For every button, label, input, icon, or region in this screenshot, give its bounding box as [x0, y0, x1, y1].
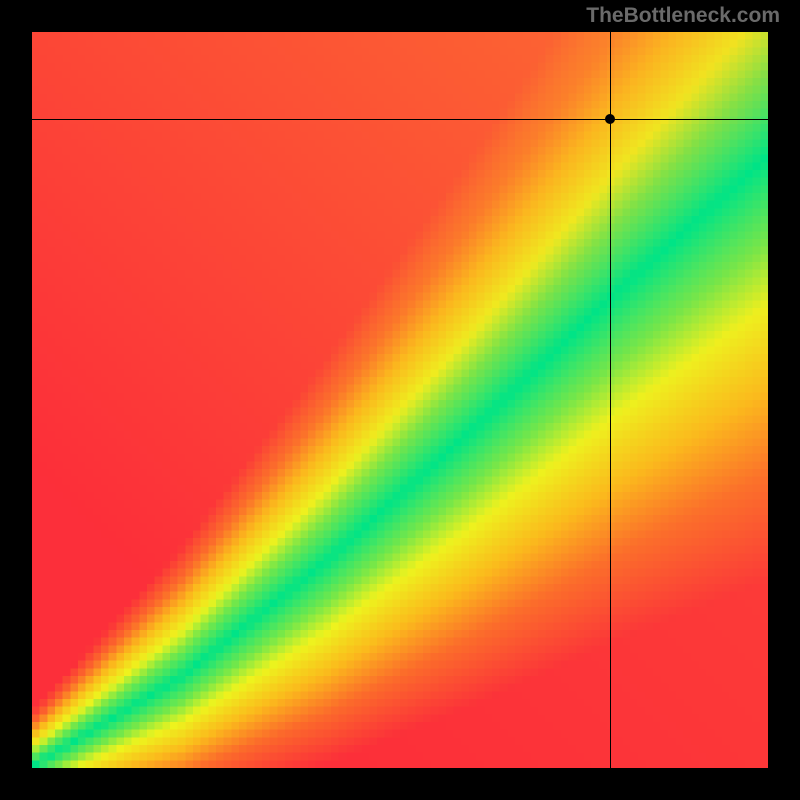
bottleneck-heatmap [32, 32, 768, 768]
attribution-text: TheBottleneck.com [586, 4, 780, 28]
crosshair-horizontal [32, 119, 768, 120]
plot-area [32, 32, 768, 768]
crosshair-vertical [610, 32, 611, 768]
crosshair-marker [605, 114, 615, 124]
